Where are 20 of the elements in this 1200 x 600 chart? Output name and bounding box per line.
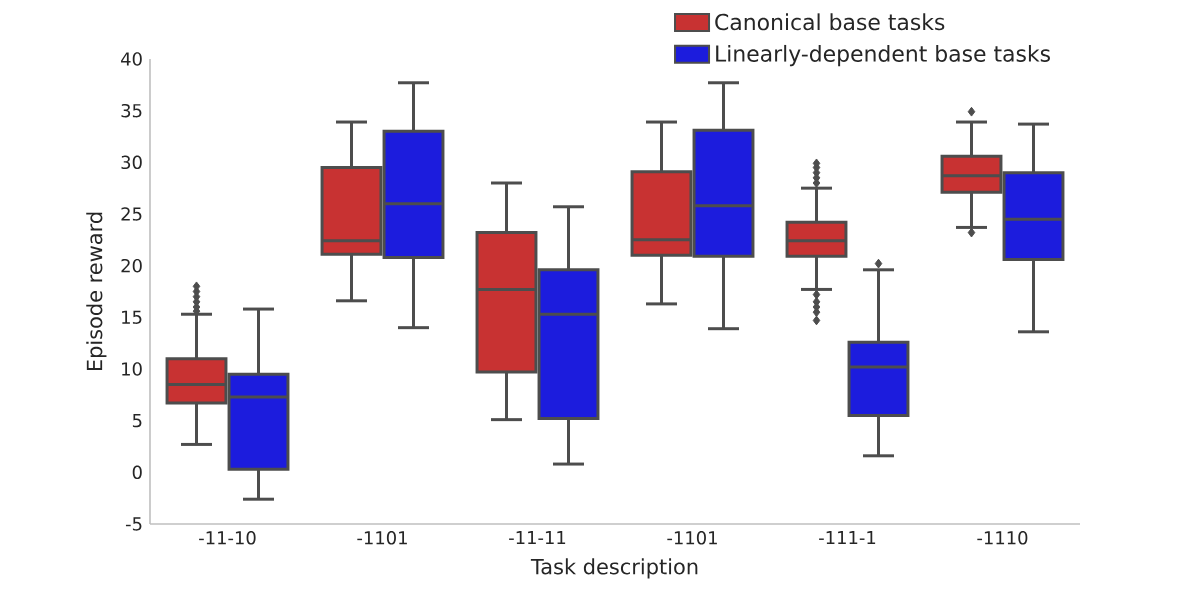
y-tick-label: 10 xyxy=(122,362,142,376)
y-axis-title: Episode reward xyxy=(86,212,107,371)
y-tick-label: 0 xyxy=(132,465,142,480)
x-tick-label: -1101 xyxy=(357,531,407,545)
y-tick-label: 35 xyxy=(121,103,142,118)
legend-label: Linearly-dependent base tasks xyxy=(716,44,1050,67)
x-axis-title: Task description xyxy=(530,558,698,579)
y-tick-label: 25 xyxy=(121,207,142,221)
x-tick-label: -1110 xyxy=(977,531,1028,545)
y-tick-label: 20 xyxy=(121,258,142,273)
x-tick-label: -11-11 xyxy=(509,531,566,545)
y-tick-label: 15 xyxy=(122,310,142,324)
legend-label: Canonical base tasks xyxy=(715,13,945,31)
y-tick-label: 30 xyxy=(121,155,142,170)
x-tick-label: -11-10 xyxy=(199,531,256,545)
y-tick-label: 5 xyxy=(132,414,142,428)
x-tick-label: -1101 xyxy=(667,531,717,545)
x-tick-label: -111-1 xyxy=(819,531,876,545)
y-tick-label: -5 xyxy=(125,517,142,531)
y-tick-label: 40 xyxy=(121,52,142,66)
